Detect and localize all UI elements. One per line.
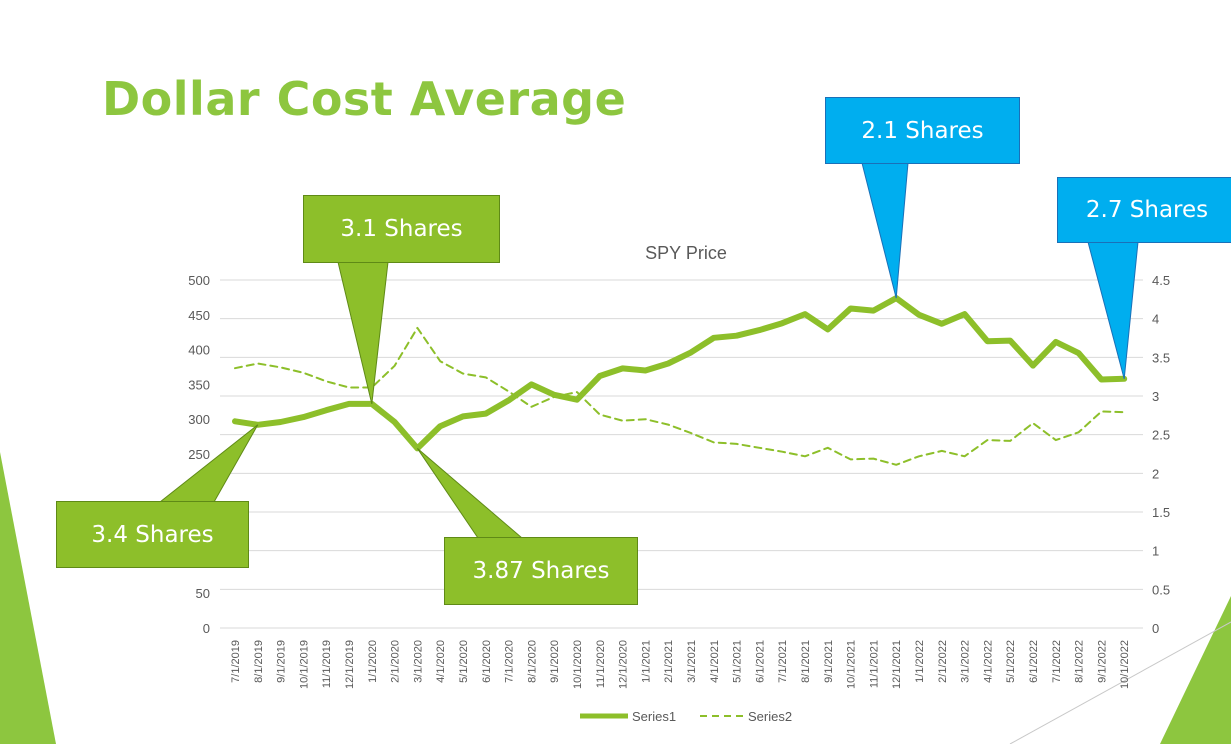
- right-tick-label: 1: [1152, 544, 1159, 559]
- legend-label-series2: Series2: [748, 709, 792, 724]
- slide-title: Dollar Cost Average: [102, 72, 627, 126]
- slide-decoration: [0, 452, 1231, 744]
- series-lines: [232, 295, 1128, 466]
- x-tick-label: 10/1/2020: [572, 640, 584, 689]
- x-tick-label: 12/1/2019: [344, 640, 356, 689]
- callout-tails: [158, 162, 1139, 539]
- x-tick-label: 4/1/2020: [435, 640, 447, 683]
- callout-3-87-shares: 3.87 Shares: [444, 537, 638, 605]
- left-tick-label: 350: [188, 377, 210, 392]
- x-tick-label: 11/1/2020: [595, 640, 607, 688]
- x-tick-label: 5/1/2022: [1005, 640, 1017, 683]
- left-tick-label: 500: [188, 273, 210, 288]
- callout-tail-3-87: [416, 448, 524, 539]
- x-tick-label: 6/1/2022: [1028, 640, 1040, 683]
- x-tick-label: 8/1/2019: [253, 640, 265, 683]
- chart-title: SPY Price: [645, 243, 727, 263]
- corner-decor-line: [1009, 621, 1231, 744]
- right-tick-label: 1.5: [1152, 505, 1170, 520]
- x-tick-label: 9/1/2022: [1096, 640, 1108, 683]
- right-green-accent: [1160, 596, 1231, 744]
- right-axis: 0 0.5 1 1.5 2 2.5 3 3.5 4 4.5: [1152, 273, 1170, 636]
- x-tick-label: 2/1/2020: [390, 640, 402, 683]
- x-tick-label: 10/1/2019: [298, 640, 310, 689]
- right-tick-label: 3.5: [1152, 350, 1170, 365]
- x-tick-label: 2/1/2021: [663, 640, 675, 683]
- series-line-series1: [232, 295, 1128, 452]
- left-tick-label: 300: [188, 412, 210, 427]
- chart-legend: Series1 Series2: [580, 709, 792, 724]
- x-tick-label: 2/1/2022: [937, 640, 949, 683]
- x-tick-label: 3/1/2021: [686, 640, 698, 683]
- left-tick-label: 0: [203, 621, 210, 636]
- x-tick-label: 1/1/2020: [367, 640, 379, 683]
- chart-title-group: SPY Price: [645, 243, 727, 263]
- x-tick-label: 4/1/2022: [982, 640, 994, 683]
- x-tick-label: 9/1/2019: [276, 640, 288, 683]
- left-tick-label: 250: [188, 447, 210, 462]
- x-tick-label: 11/1/2021: [868, 640, 880, 688]
- right-tick-label: 2: [1152, 466, 1159, 481]
- x-tick-label: 5/1/2021: [732, 640, 744, 683]
- x-tick-label: 7/1/2020: [504, 640, 516, 683]
- x-axis: 7/1/2019 8/1/2019 9/1/2019 10/1/2019 11/1/20…: [230, 640, 1131, 689]
- x-tick-label: 8/1/2022: [1074, 640, 1086, 683]
- callout-tail-2-1: [861, 162, 909, 299]
- callout-2-1-shares: 2.1 Shares: [825, 97, 1020, 164]
- x-tick-label: 6/1/2020: [481, 640, 493, 683]
- x-tick-label: 1/1/2021: [640, 640, 652, 683]
- right-tick-label: 0.5: [1152, 582, 1170, 597]
- callout-3-4-shares: 3.4 Shares: [56, 501, 249, 568]
- x-tick-label: 9/1/2021: [823, 640, 835, 683]
- left-axis: 0 50 250 300 350 400 450 500: [188, 273, 210, 636]
- x-tick-label: 12/1/2020: [618, 640, 630, 689]
- x-tick-label: 3/1/2020: [412, 640, 424, 683]
- callout-tail-3-4: [158, 424, 259, 503]
- callout-2-7-shares: 2.7 Shares: [1057, 177, 1231, 243]
- right-tick-label: 4: [1152, 312, 1159, 327]
- right-tick-label: 3: [1152, 389, 1159, 404]
- x-tick-label: 4/1/2021: [709, 640, 721, 683]
- x-tick-label: 10/1/2022: [1119, 640, 1131, 689]
- left-green-accent: [0, 452, 56, 744]
- x-tick-label: 9/1/2020: [549, 640, 561, 683]
- callout-tail-2-7: [1087, 241, 1139, 379]
- x-tick-label: 3/1/2022: [960, 640, 972, 683]
- left-tick-label: 400: [188, 343, 210, 358]
- x-tick-label: 5/1/2020: [458, 640, 470, 683]
- callout-tail-3-1: [337, 261, 389, 405]
- x-tick-label: 10/1/2021: [846, 640, 858, 689]
- right-tick-label: 2.5: [1152, 428, 1170, 443]
- right-tick-label: 0: [1152, 621, 1159, 636]
- x-tick-label: 8/1/2020: [526, 640, 538, 683]
- x-tick-label: 6/1/2021: [754, 640, 766, 683]
- x-tick-label: 11/1/2019: [321, 640, 333, 688]
- x-tick-label: 1/1/2022: [914, 640, 926, 683]
- series-line-series2: [234, 326, 1126, 466]
- legend-label-series1: Series1: [632, 709, 676, 724]
- right-tick-label: 4.5: [1152, 273, 1170, 288]
- x-tick-label: 7/1/2021: [777, 640, 789, 683]
- left-tick-label: 50: [196, 586, 210, 601]
- x-tick-label: 8/1/2021: [800, 640, 812, 683]
- x-tick-label: 7/1/2019: [230, 640, 242, 683]
- left-tick-label: 450: [188, 308, 210, 323]
- callout-3-1-shares: 3.1 Shares: [303, 195, 500, 263]
- x-tick-label: 12/1/2021: [891, 640, 903, 689]
- x-tick-label: 7/1/2022: [1051, 640, 1063, 683]
